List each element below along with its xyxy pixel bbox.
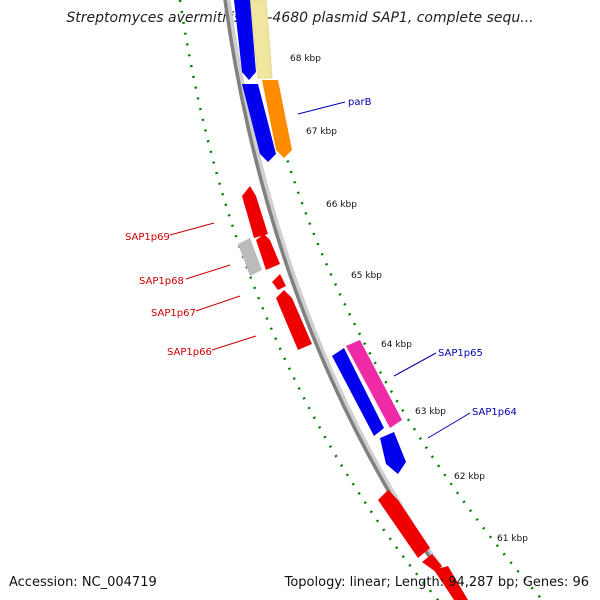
accession-text: Accession: NC_004719 [9, 575, 157, 590]
gene-gray-SAP1p68[interactable] [238, 238, 262, 276]
gene-blue-3[interactable] [332, 348, 384, 436]
kbp-ticks: 68 kbp 67 kbp 66 kbp 65 kbp 64 kbp 63 kb… [290, 54, 528, 544]
map-title: Streptomyces avermitilis MA-4680 plasmid… [66, 10, 533, 26]
gene-blue-SAP1p64[interactable] [380, 432, 406, 474]
gene-red-bottom[interactable] [422, 554, 442, 572]
gene-red-SAP1p67[interactable] [272, 274, 286, 290]
gene-yellow[interactable] [249, 0, 273, 79]
gene-red-bottom-2[interactable] [434, 566, 468, 600]
leader-line [427, 412, 471, 439]
gene-red-SAP1p69[interactable] [242, 186, 268, 238]
tick-label: 63 kbp [415, 407, 446, 417]
gene-label-SAP1p69[interactable]: SAP1p69 [125, 232, 170, 243]
tick-label: 68 kbp [290, 54, 321, 64]
gene-blue-2[interactable] [242, 84, 276, 162]
tick-label: 61 kbp [497, 534, 528, 544]
gene-orange-parB[interactable] [262, 80, 292, 158]
tick-label: 62 kbp [454, 472, 485, 482]
gene-label-SAP1p65[interactable]: SAP1p65 [438, 348, 483, 359]
tick-label: 64 kbp [381, 340, 412, 350]
gene-magenta-SAP1p65[interactable] [346, 340, 402, 428]
tick-label: 67 kbp [306, 127, 337, 137]
gene-labels: parB SAP1p65 SAP1p64 SAP1p69 SAP1p68 SAP… [125, 97, 517, 418]
leader-line [393, 352, 437, 377]
gene-label-SAP1p66[interactable]: SAP1p66 [167, 347, 212, 358]
gene-blue-top[interactable] [234, 0, 256, 80]
topology-text: Topology: linear; Length: 94,287 bp; Gen… [284, 575, 589, 590]
leader-line [185, 264, 231, 280]
backbone [223, 0, 463, 600]
outer-ruler-dotted [248, 0, 545, 600]
gene-label-SAP1p67[interactable]: SAP1p67 [151, 308, 196, 319]
gene-label-SAP1p68[interactable]: SAP1p68 [139, 276, 184, 287]
inner-ruler-dotted [178, 0, 440, 600]
gene-label-SAP1p64[interactable]: SAP1p64 [472, 407, 517, 418]
leader-line [169, 222, 215, 236]
gene-red-lower[interactable] [378, 490, 430, 558]
gene-red-SAP1p68[interactable] [256, 234, 280, 270]
gene-red-SAP1p66[interactable] [276, 290, 312, 350]
gene-label-parB[interactable]: parB [348, 97, 372, 108]
leader-line [195, 295, 241, 312]
leader-line [211, 335, 257, 351]
leader-line [297, 101, 346, 115]
gene-label-leaders [169, 101, 471, 439]
tick-label: 65 kbp [351, 271, 382, 281]
tick-label: 66 kbp [326, 200, 357, 210]
